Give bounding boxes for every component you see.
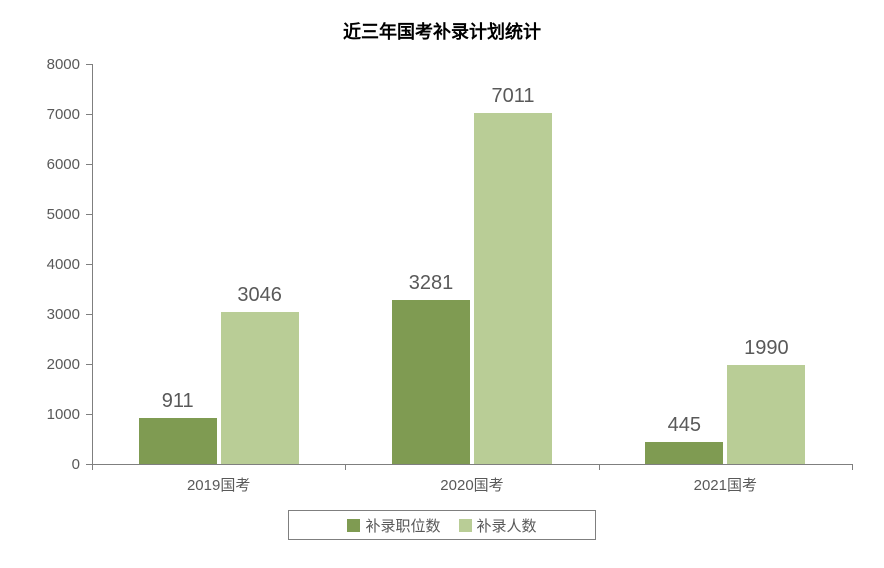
plot-area: 0100020003000400050006000700080002019国考9… xyxy=(92,64,852,464)
y-tick xyxy=(86,64,92,65)
x-category-label: 2019国考 xyxy=(92,474,345,495)
legend-label: 补录职位数 xyxy=(365,515,440,536)
x-category-label: 2021国考 xyxy=(599,474,852,495)
x-category-label: 2020国考 xyxy=(345,474,598,495)
y-tick-label: 5000 xyxy=(10,206,80,223)
y-tick xyxy=(86,214,92,215)
bar-people xyxy=(474,113,552,464)
bar-data-label: 911 xyxy=(138,390,218,413)
legend-item: 补录人数 xyxy=(459,515,537,536)
y-tick-label: 6000 xyxy=(10,156,80,173)
y-tick xyxy=(86,364,92,365)
x-tick xyxy=(345,464,346,470)
x-tick xyxy=(92,464,93,470)
bar-people xyxy=(221,312,299,464)
bar-data-label: 1990 xyxy=(726,337,806,360)
bar-data-label: 3281 xyxy=(391,272,471,295)
bar-people xyxy=(727,365,805,465)
bar-data-label: 3046 xyxy=(220,284,300,307)
y-tick-label: 7000 xyxy=(10,106,80,123)
legend-item: 补录职位数 xyxy=(347,515,440,536)
x-tick xyxy=(852,464,853,470)
y-tick-label: 3000 xyxy=(10,306,80,323)
legend-label: 补录人数 xyxy=(477,515,537,536)
legend-swatch xyxy=(347,519,360,532)
y-tick-label: 4000 xyxy=(10,256,80,273)
y-tick-label: 0 xyxy=(10,456,80,473)
y-tick-label: 1000 xyxy=(10,406,80,423)
y-axis-line xyxy=(92,64,93,464)
legend-swatch xyxy=(459,519,472,532)
y-tick xyxy=(86,264,92,265)
y-tick xyxy=(86,164,92,165)
y-tick-label: 8000 xyxy=(10,56,80,73)
x-axis-line xyxy=(92,464,852,465)
bar-data-label: 445 xyxy=(644,414,724,437)
y-tick xyxy=(86,314,92,315)
y-tick xyxy=(86,114,92,115)
bar-data-label: 7011 xyxy=(473,85,553,108)
bar-positions xyxy=(645,442,723,464)
chart-title: 近三年国考补录计划统计 xyxy=(0,18,884,44)
y-tick xyxy=(86,414,92,415)
bar-positions xyxy=(139,418,217,464)
chart-container: 近三年国考补录计划统计 0100020003000400050006000700… xyxy=(0,0,884,568)
x-tick xyxy=(599,464,600,470)
bar-positions xyxy=(392,300,470,464)
y-tick-label: 2000 xyxy=(10,356,80,373)
legend: 补录职位数 补录人数 xyxy=(288,510,596,540)
